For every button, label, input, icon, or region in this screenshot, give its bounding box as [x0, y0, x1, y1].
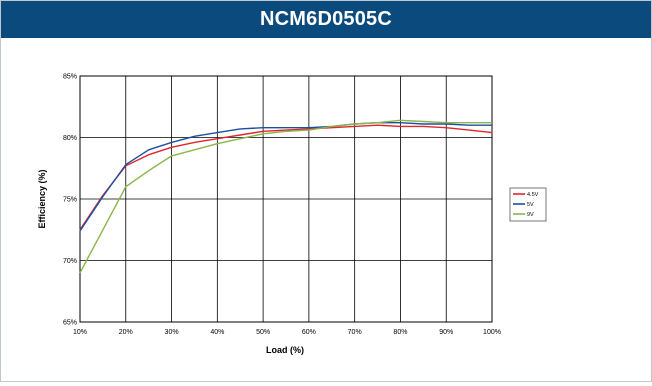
series-line [79, 121, 492, 232]
x-tick-label: 50% [256, 329, 270, 336]
x-tick-label: 90% [439, 329, 453, 336]
tick-labels: 10% 20% 30% 40% 50% 60% 70% 80% 90% 100% 65% 70% 75%… [63, 74, 501, 337]
y-tick-label: 75% [63, 197, 77, 204]
header-bar: NCM6D0505C [1, 1, 651, 38]
x-tick-label: 100% [483, 329, 501, 336]
y-axis-label: Efficiency (%) [37, 169, 47, 228]
x-tick-label: 60% [302, 329, 316, 336]
legend-label: 4.5V [527, 192, 539, 198]
chart-area: 10% 20% 30% 40% 50% 60% 70% 80% 90% 100% 65% 70% 75%… [1, 39, 651, 381]
chart-title: NCM6D0505C [259, 8, 393, 30]
efficiency-chart: 10% 20% 30% 40% 50% 60% 70% 80% 90% 100% 65% 70% 75%… [37, 74, 547, 355]
y-tick-label: 85% [63, 74, 77, 81]
legend: 4.5V 5V 9V [509, 187, 547, 222]
series-lines [79, 119, 493, 274]
series-line [79, 124, 493, 231]
grid [79, 75, 493, 323]
x-tick-label: 70% [348, 329, 362, 336]
x-axis-label: Load (%) [266, 345, 304, 355]
x-tick-label: 30% [165, 329, 179, 336]
y-tick-label: 65% [63, 320, 77, 327]
legend-label: 9V [527, 212, 534, 218]
y-tick-label: 80% [63, 135, 77, 142]
x-tick-label: 40% [210, 329, 224, 336]
x-tick-label: 20% [119, 329, 133, 336]
legend-label: 5V [527, 202, 534, 208]
y-tick-label: 70% [63, 258, 77, 265]
x-tick-label: 80% [393, 329, 407, 336]
series-line [79, 119, 492, 274]
x-tick-label: 10% [73, 329, 87, 336]
plot-border [79, 75, 493, 323]
